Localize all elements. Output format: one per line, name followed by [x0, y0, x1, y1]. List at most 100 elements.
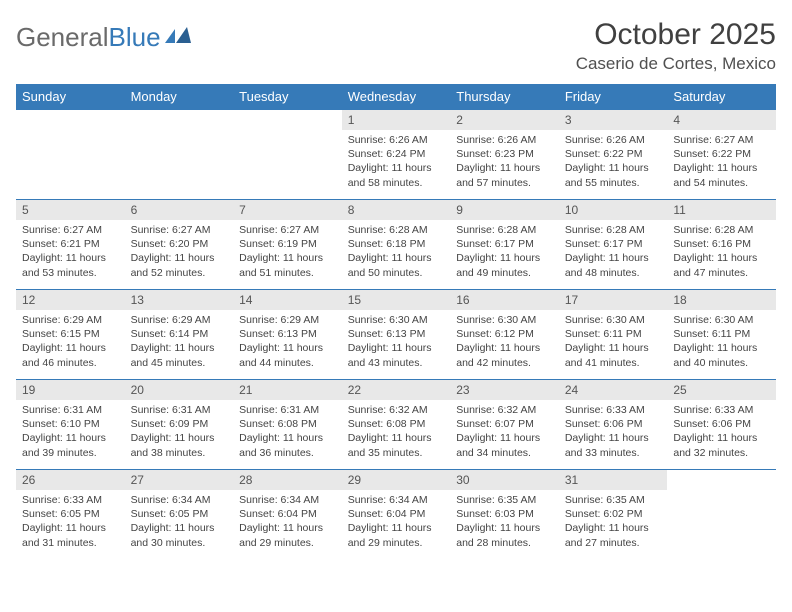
calendar-day: 20Sunrise: 6:31 AMSunset: 6:09 PMDayligh…	[125, 380, 234, 470]
flag-icon	[165, 25, 193, 50]
day-content: Sunrise: 6:33 AMSunset: 6:06 PMDaylight:…	[667, 400, 776, 465]
day-content: Sunrise: 6:27 AMSunset: 6:22 PMDaylight:…	[667, 130, 776, 195]
day-content: Sunrise: 6:26 AMSunset: 6:24 PMDaylight:…	[342, 130, 451, 195]
day-header: Saturday	[667, 84, 776, 110]
day-number: 13	[125, 290, 234, 310]
calendar-day: 30Sunrise: 6:35 AMSunset: 6:03 PMDayligh…	[450, 470, 559, 560]
calendar-day: ..	[233, 110, 342, 200]
calendar-day: 18Sunrise: 6:30 AMSunset: 6:11 PMDayligh…	[667, 290, 776, 380]
calendar-day: 27Sunrise: 6:34 AMSunset: 6:05 PMDayligh…	[125, 470, 234, 560]
day-content: Sunrise: 6:35 AMSunset: 6:02 PMDaylight:…	[559, 490, 668, 555]
day-number: 28	[233, 470, 342, 490]
calendar-day: 12Sunrise: 6:29 AMSunset: 6:15 PMDayligh…	[16, 290, 125, 380]
calendar-day: 6Sunrise: 6:27 AMSunset: 6:20 PMDaylight…	[125, 200, 234, 290]
day-content: Sunrise: 6:31 AMSunset: 6:08 PMDaylight:…	[233, 400, 342, 465]
day-content: Sunrise: 6:32 AMSunset: 6:07 PMDaylight:…	[450, 400, 559, 465]
day-content: Sunrise: 6:33 AMSunset: 6:05 PMDaylight:…	[16, 490, 125, 555]
day-number: 8	[342, 200, 451, 220]
calendar-table: SundayMondayTuesdayWednesdayThursdayFrid…	[16, 84, 776, 560]
day-number: 9	[450, 200, 559, 220]
day-number: 17	[559, 290, 668, 310]
calendar-day: 22Sunrise: 6:32 AMSunset: 6:08 PMDayligh…	[342, 380, 451, 470]
day-number: 4	[667, 110, 776, 130]
day-number: 30	[450, 470, 559, 490]
calendar-week: 26Sunrise: 6:33 AMSunset: 6:05 PMDayligh…	[16, 470, 776, 560]
day-number: 15	[342, 290, 451, 310]
day-number: 27	[125, 470, 234, 490]
day-number: 10	[559, 200, 668, 220]
logo-text: GeneralBlue	[16, 22, 161, 53]
calendar-day: 4Sunrise: 6:27 AMSunset: 6:22 PMDaylight…	[667, 110, 776, 200]
day-header: Monday	[125, 84, 234, 110]
day-header: Friday	[559, 84, 668, 110]
calendar-head: SundayMondayTuesdayWednesdayThursdayFrid…	[16, 84, 776, 110]
location: Caserio de Cortes, Mexico	[576, 54, 776, 74]
day-number: 1	[342, 110, 451, 130]
day-number: 19	[16, 380, 125, 400]
calendar-day: 13Sunrise: 6:29 AMSunset: 6:14 PMDayligh…	[125, 290, 234, 380]
day-number: 21	[233, 380, 342, 400]
day-number: 6	[125, 200, 234, 220]
day-content: Sunrise: 6:30 AMSunset: 6:13 PMDaylight:…	[342, 310, 451, 375]
day-number: 12	[16, 290, 125, 310]
day-number: 2	[450, 110, 559, 130]
day-content: Sunrise: 6:30 AMSunset: 6:11 PMDaylight:…	[667, 310, 776, 375]
day-content: Sunrise: 6:26 AMSunset: 6:23 PMDaylight:…	[450, 130, 559, 195]
logo: GeneralBlue	[16, 22, 193, 53]
day-content: Sunrise: 6:30 AMSunset: 6:12 PMDaylight:…	[450, 310, 559, 375]
day-content: Sunrise: 6:29 AMSunset: 6:13 PMDaylight:…	[233, 310, 342, 375]
day-content: Sunrise: 6:30 AMSunset: 6:11 PMDaylight:…	[559, 310, 668, 375]
calendar-day: 26Sunrise: 6:33 AMSunset: 6:05 PMDayligh…	[16, 470, 125, 560]
calendar-day: 28Sunrise: 6:34 AMSunset: 6:04 PMDayligh…	[233, 470, 342, 560]
day-header: Tuesday	[233, 84, 342, 110]
day-content: Sunrise: 6:26 AMSunset: 6:22 PMDaylight:…	[559, 130, 668, 195]
header: GeneralBlue October 2025 Caserio de Cort…	[16, 18, 776, 74]
calendar-day: 24Sunrise: 6:33 AMSunset: 6:06 PMDayligh…	[559, 380, 668, 470]
day-number: 22	[342, 380, 451, 400]
day-content: Sunrise: 6:31 AMSunset: 6:09 PMDaylight:…	[125, 400, 234, 465]
calendar-day: 5Sunrise: 6:27 AMSunset: 6:21 PMDaylight…	[16, 200, 125, 290]
day-number: 24	[559, 380, 668, 400]
day-content: Sunrise: 6:29 AMSunset: 6:14 PMDaylight:…	[125, 310, 234, 375]
calendar-day: 7Sunrise: 6:27 AMSunset: 6:19 PMDaylight…	[233, 200, 342, 290]
day-content: Sunrise: 6:34 AMSunset: 6:04 PMDaylight:…	[342, 490, 451, 555]
calendar-week: ......1Sunrise: 6:26 AMSunset: 6:24 PMDa…	[16, 110, 776, 200]
calendar-day: ..	[667, 470, 776, 560]
day-header: Wednesday	[342, 84, 451, 110]
calendar-day: 25Sunrise: 6:33 AMSunset: 6:06 PMDayligh…	[667, 380, 776, 470]
day-content: Sunrise: 6:35 AMSunset: 6:03 PMDaylight:…	[450, 490, 559, 555]
day-number: 23	[450, 380, 559, 400]
calendar-week: 12Sunrise: 6:29 AMSunset: 6:15 PMDayligh…	[16, 290, 776, 380]
day-header-row: SundayMondayTuesdayWednesdayThursdayFrid…	[16, 84, 776, 110]
title-block: October 2025 Caserio de Cortes, Mexico	[576, 18, 776, 74]
day-number: 16	[450, 290, 559, 310]
day-number: 18	[667, 290, 776, 310]
day-number: 31	[559, 470, 668, 490]
day-number: 20	[125, 380, 234, 400]
logo-text-general: General	[16, 22, 109, 52]
day-number: 14	[233, 290, 342, 310]
calendar-day: 9Sunrise: 6:28 AMSunset: 6:17 PMDaylight…	[450, 200, 559, 290]
day-content: Sunrise: 6:28 AMSunset: 6:18 PMDaylight:…	[342, 220, 451, 285]
calendar-day: 19Sunrise: 6:31 AMSunset: 6:10 PMDayligh…	[16, 380, 125, 470]
calendar-day: 10Sunrise: 6:28 AMSunset: 6:17 PMDayligh…	[559, 200, 668, 290]
day-number: 26	[16, 470, 125, 490]
day-content: Sunrise: 6:27 AMSunset: 6:20 PMDaylight:…	[125, 220, 234, 285]
day-header: Thursday	[450, 84, 559, 110]
calendar-day: 1Sunrise: 6:26 AMSunset: 6:24 PMDaylight…	[342, 110, 451, 200]
day-number: 11	[667, 200, 776, 220]
calendar-week: 19Sunrise: 6:31 AMSunset: 6:10 PMDayligh…	[16, 380, 776, 470]
logo-text-blue: Blue	[109, 22, 161, 52]
calendar-day: 2Sunrise: 6:26 AMSunset: 6:23 PMDaylight…	[450, 110, 559, 200]
calendar-day: 29Sunrise: 6:34 AMSunset: 6:04 PMDayligh…	[342, 470, 451, 560]
day-number: 5	[16, 200, 125, 220]
month-title: October 2025	[576, 18, 776, 52]
day-number: 25	[667, 380, 776, 400]
calendar-day: 8Sunrise: 6:28 AMSunset: 6:18 PMDaylight…	[342, 200, 451, 290]
calendar-day: 15Sunrise: 6:30 AMSunset: 6:13 PMDayligh…	[342, 290, 451, 380]
day-header: Sunday	[16, 84, 125, 110]
calendar-day: 17Sunrise: 6:30 AMSunset: 6:11 PMDayligh…	[559, 290, 668, 380]
calendar-day: 21Sunrise: 6:31 AMSunset: 6:08 PMDayligh…	[233, 380, 342, 470]
calendar-week: 5Sunrise: 6:27 AMSunset: 6:21 PMDaylight…	[16, 200, 776, 290]
day-content: Sunrise: 6:29 AMSunset: 6:15 PMDaylight:…	[16, 310, 125, 375]
